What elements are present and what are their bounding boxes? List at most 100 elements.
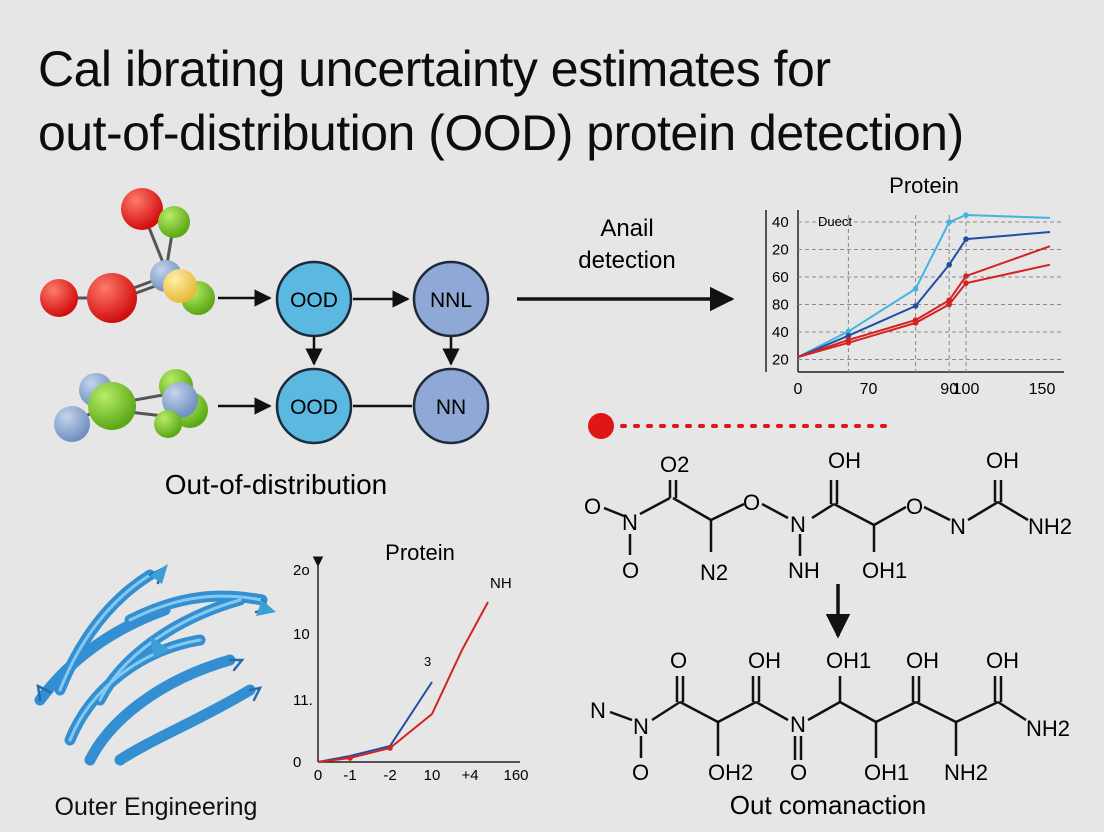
flow-caption: Out-of-distribution (165, 469, 388, 500)
arrow-label-line2: detection (578, 247, 675, 274)
top-chart-point (963, 273, 969, 279)
top-chart-y-tick: 20 (772, 242, 789, 259)
top-chart-series-line (797, 213, 1051, 358)
top-chart-title: Protein (889, 173, 959, 198)
chem-label: O (584, 494, 601, 519)
top-chart-y-tick: 80 (772, 297, 789, 314)
atom-red (121, 188, 163, 230)
top-chart-point (946, 301, 952, 308)
chem-label: N (622, 510, 638, 535)
flow-diagram: OOD NNL OOD NN Out-of-distribution Anail… (165, 215, 735, 500)
chem-structure-top: O2 O N O N2 O N NH OH OH1 O OH N NH2 (584, 448, 1072, 585)
molecule-cluster-top (40, 188, 215, 323)
bottom-chart: Protein 2o 10 11. 0 0 -1 -2 10 +4 160 NH 3 (293, 540, 529, 784)
top-chart-series-line (797, 231, 1051, 358)
bottom-chart-x-tick: 160 (503, 767, 528, 784)
node-ood-top-label: OOD (290, 289, 338, 312)
atom-red (87, 273, 137, 323)
atom-red (40, 279, 78, 317)
atom-blue (162, 382, 198, 418)
bottom-chart-point (387, 745, 393, 751)
chem-label: OH (828, 448, 861, 473)
bottom-chart-x-tick: +4 (461, 767, 478, 784)
title-line-1: Cal ibrating uncertainty estimates for (38, 41, 831, 97)
chem-label: OH (748, 648, 781, 673)
top-chart-x-tick: 70 (860, 381, 878, 398)
bottom-chart-y-tick: 10 (293, 626, 310, 643)
chem-label: O (743, 490, 760, 515)
chem-label: O2 (660, 452, 689, 477)
top-chart-point (912, 320, 919, 326)
chem-label: OH (986, 448, 1019, 473)
chem-label: O (906, 494, 923, 519)
chem-label: OH1 (862, 558, 907, 583)
chem-label: NH2 (1026, 716, 1070, 741)
bottom-chart-label-nh: NH (490, 575, 512, 592)
title-line-2: out-of-distribution (OOD) protein detect… (38, 105, 964, 161)
top-chart-x-tick: 90 (940, 381, 958, 398)
top-chart-point (912, 303, 919, 309)
atom-green (88, 382, 136, 430)
arrow-label-line1: Anail (600, 215, 653, 242)
bottom-chart-point (347, 755, 353, 761)
molecule-cluster-bottom (54, 369, 208, 442)
chem-label: N (633, 714, 649, 739)
chem-label: OH (986, 648, 1019, 673)
chem-label: N (790, 512, 806, 537)
bottom-chart-title: Protein (385, 540, 455, 565)
bottom-chart-series-blue (317, 681, 433, 763)
bottom-chart-x-tick: -1 (343, 767, 356, 784)
top-chart-series-line (797, 263, 1051, 358)
bottom-chart-x-tick: 0 (314, 767, 322, 784)
node-ood-top (275, 260, 353, 338)
top-chart-inner-label: Duect (818, 214, 852, 229)
node-nnl-label: NNL (430, 289, 472, 312)
protein-ribbon-image: Outer Engineering (34, 564, 276, 821)
atom-blue (54, 406, 90, 442)
top-chart-point (912, 286, 919, 292)
ribbon-caption: Outer Engineering (55, 793, 258, 821)
atom-yellow (163, 269, 197, 303)
top-chart-point (946, 261, 952, 268)
top-chart-x-tick: 150 (1029, 381, 1056, 398)
node-nn-label: NN (436, 396, 466, 419)
top-chart-x-tick: 100 (953, 381, 980, 398)
chem-label: N2 (700, 560, 728, 585)
top-chart-point (963, 280, 969, 286)
top-chart-y-tick: 20 (772, 352, 789, 369)
chem-label: N (590, 698, 606, 723)
bottom-chart-y-tick: 11. (293, 692, 313, 709)
top-chart-y-tick: 60 (772, 269, 789, 286)
top-chart-point (963, 236, 969, 242)
chem-label: N (790, 712, 806, 737)
top-chart-series-line (797, 245, 1051, 358)
atom-green (154, 410, 182, 438)
chem-label: OH2 (708, 760, 753, 785)
chem-label: NH2 (1028, 514, 1072, 539)
chem-label: O (622, 558, 639, 583)
bottom-chart-y-tick: 2o (293, 562, 310, 579)
top-chart-x-tick: 0 (794, 381, 803, 398)
node-nn (412, 367, 490, 445)
chem-label: O (670, 648, 687, 673)
node-nnl (412, 260, 490, 338)
bottom-chart-x-tick: -2 (383, 767, 396, 784)
top-chart-point (845, 332, 852, 339)
top-chart-y-tick: 40 (772, 214, 789, 231)
bottom-chart-y-tick: 0 (293, 754, 301, 771)
chem-structure-bottom: N N O O OH2 OH N O OH1 OH1 OH NH2 OH NH2… (590, 648, 1070, 820)
top-chart-point (946, 219, 952, 225)
chem-label: OH (906, 648, 939, 673)
chem-label: NH2 (944, 760, 988, 785)
chem-bottom-caption: Out comanaction (730, 790, 927, 820)
bottom-chart-series-red (317, 601, 489, 763)
node-ood-bottom-label: OOD (290, 396, 338, 419)
top-chart-point (845, 328, 852, 335)
chem-label: NH (788, 558, 820, 583)
chem-label: O (632, 760, 649, 785)
bottom-chart-x-tick: 10 (424, 767, 441, 784)
node-ood-bottom (275, 367, 353, 445)
chem-label: OH1 (864, 760, 909, 785)
bottom-chart-label-3: 3 (424, 654, 431, 669)
